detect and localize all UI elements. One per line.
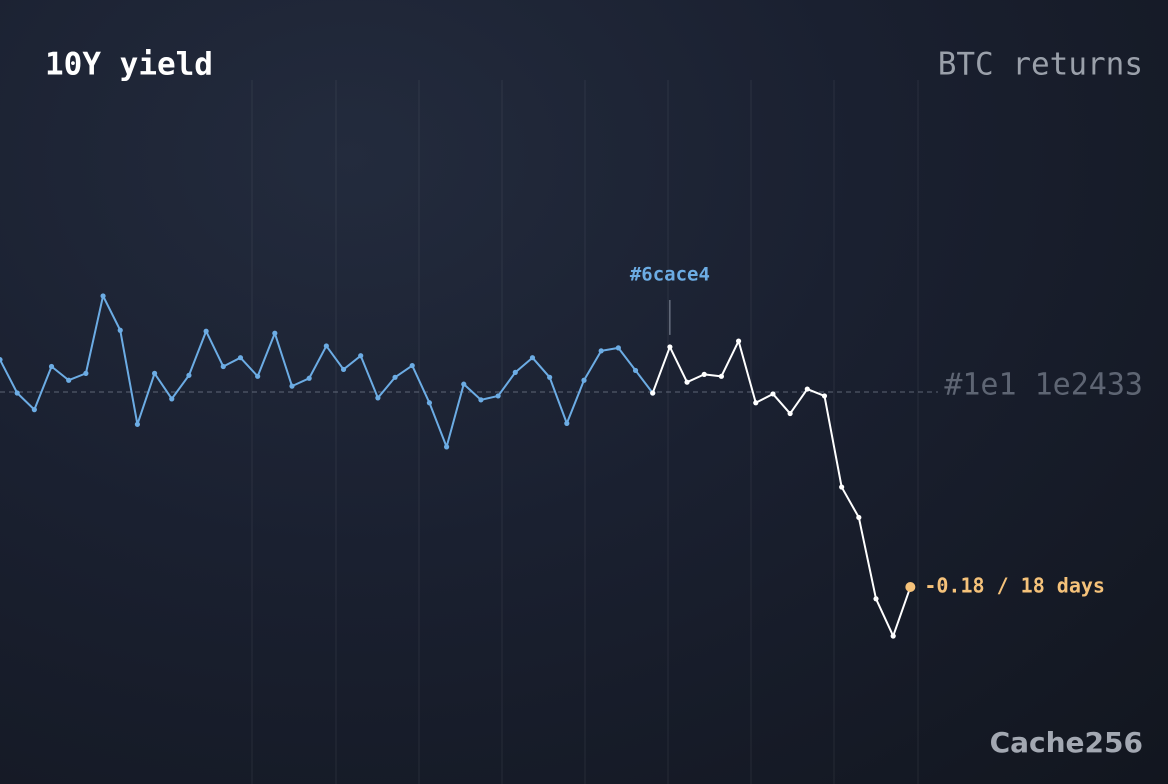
point [873,596,879,602]
point [718,373,725,379]
point [650,390,656,396]
point [151,370,158,376]
point [426,400,433,406]
point [598,348,604,354]
point [804,386,810,392]
point [0,357,3,363]
point [495,393,501,399]
point [615,345,621,351]
point [83,370,89,376]
footer: Cache256 [990,726,1143,759]
point [169,396,175,402]
point [632,367,639,374]
point [753,400,759,406]
point [14,390,20,396]
point [134,421,141,427]
point [478,397,484,403]
point [856,514,862,521]
point [821,393,828,399]
decor-grid [251,80,919,784]
point [392,374,398,380]
point [186,372,192,378]
point [770,391,776,397]
point [272,330,278,336]
point [255,373,261,379]
point [66,377,72,383]
point [220,363,226,370]
point [443,444,450,450]
point [409,362,415,369]
point [48,363,55,370]
point [237,355,244,361]
end-label: -0.18 / 18 days [924,574,1105,598]
point [358,353,364,359]
series-label: #6cace4 [630,264,710,286]
line-series [651,340,912,638]
point [529,355,536,361]
chart-title: 10Y yield [45,47,213,83]
point [117,327,123,333]
point [289,383,295,389]
point [306,375,312,381]
highlight-point [905,582,916,593]
point [564,420,570,426]
point [512,369,518,375]
point [31,407,37,413]
point [461,381,467,387]
point [839,484,845,490]
point [340,366,347,373]
point [787,410,793,417]
point [890,633,896,639]
point [203,328,209,334]
line-series [0,294,654,448]
point [581,377,587,383]
chart-subtitle: BTC returns [938,47,1143,83]
point [667,344,673,350]
point [735,338,742,344]
point [701,371,707,377]
point [375,395,381,401]
point [547,374,553,380]
series-label: #1e1 1e2433 [944,368,1143,403]
point [684,379,690,385]
point [100,293,106,299]
point [323,343,329,349]
